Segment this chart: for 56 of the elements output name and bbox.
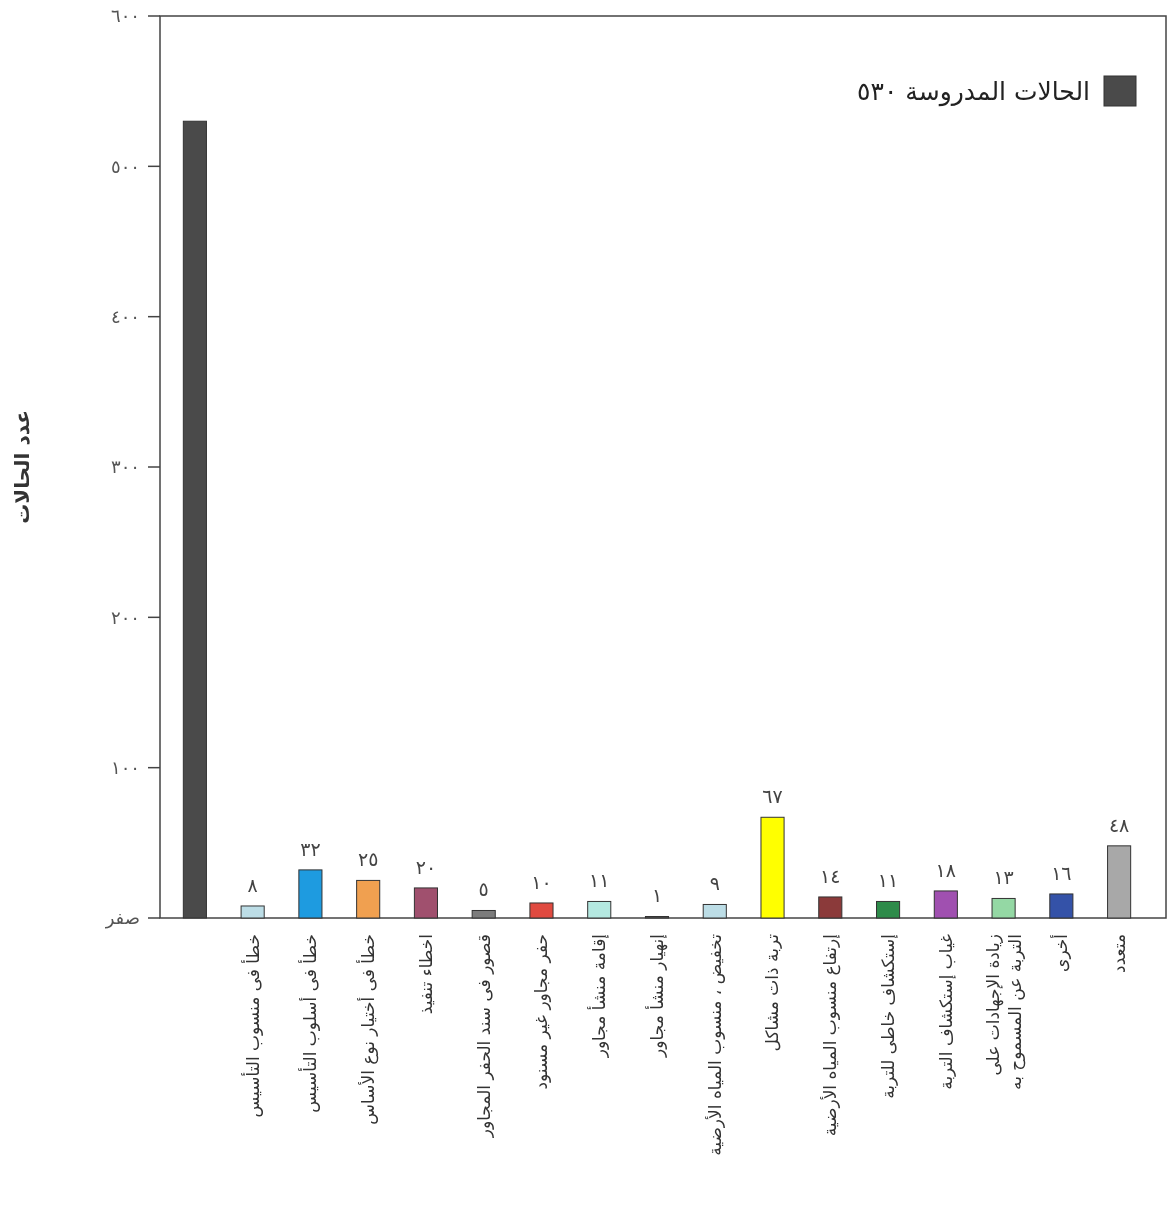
x-tick-label: إنهيار منشأ مجاور bbox=[644, 934, 668, 1058]
data-label: ١٣ bbox=[993, 866, 1014, 889]
x-tick-label: متعدد bbox=[1109, 934, 1130, 973]
bar bbox=[240, 905, 265, 919]
y-tick-label: ٢٠٠ bbox=[110, 606, 140, 628]
y-tick-label: ٤٠٠ bbox=[110, 305, 140, 327]
data-label: ٨ bbox=[247, 873, 258, 896]
legend-label: الحالات المدروسة ٥٣٠ bbox=[857, 76, 1090, 107]
x-tick-label: غياب إستكشاف التربة bbox=[935, 933, 956, 1090]
x-tick-label: حفر مجاور غير مسنود bbox=[531, 934, 552, 1090]
x-tick-label: خطأ فى أسلوب التأسيس bbox=[298, 934, 321, 1113]
x-tick-label: تخفيض ، منسوب المياه الأرضية bbox=[704, 933, 725, 1156]
bar bbox=[1107, 845, 1132, 919]
bar bbox=[471, 909, 496, 919]
bar bbox=[991, 897, 1016, 919]
bar bbox=[356, 879, 381, 919]
bar bbox=[702, 903, 727, 919]
bar bbox=[413, 887, 438, 919]
bar bbox=[529, 902, 554, 919]
bar bbox=[818, 896, 843, 919]
y-tick-label: ٥٠٠ bbox=[110, 155, 140, 177]
data-label: ٢٥ bbox=[357, 848, 379, 871]
bar bbox=[587, 900, 612, 919]
data-label: ٣٢ bbox=[300, 837, 321, 860]
data-label: ١١ bbox=[589, 869, 610, 892]
x-tick-label: اخطاء تنفيذ bbox=[415, 934, 436, 1015]
bar bbox=[1049, 893, 1074, 919]
data-label: ٤٨ bbox=[1108, 813, 1130, 836]
data-label: ١١ bbox=[877, 869, 899, 892]
y-tick-label: ١٠٠ bbox=[110, 756, 140, 778]
x-tick-label: أخرى bbox=[1050, 934, 1072, 972]
data-label: ٩ bbox=[709, 872, 720, 895]
data-label: ٥ bbox=[478, 878, 489, 901]
data-label: ١٠ bbox=[531, 870, 552, 893]
data-label: ١٨ bbox=[935, 858, 957, 881]
data-label: ٢٠ bbox=[415, 855, 437, 878]
x-tick-label: قصور فى سند الحفر المجاور bbox=[473, 934, 494, 1139]
y-axis-title: عدد الحالات bbox=[10, 410, 34, 524]
data-label: ٦٧ bbox=[762, 785, 783, 808]
x-tick-label: إستكشاف خاطى للتربة bbox=[878, 934, 899, 1099]
x-tick-label: تربة ذات مشاكل bbox=[762, 933, 783, 1052]
data-label: ١٤ bbox=[820, 864, 841, 887]
x-tick-label: إقامة منشأ مجاور bbox=[587, 934, 610, 1059]
x-tick-label: زيادة الإجهادات على التربة عن المسموح به bbox=[982, 934, 1026, 1090]
bar bbox=[298, 869, 323, 919]
data-label: ١٦ bbox=[1051, 861, 1072, 884]
bar bbox=[876, 900, 901, 919]
bar bbox=[933, 890, 958, 919]
y-tick-label: ٣٠٠ bbox=[110, 456, 140, 478]
x-tick-label: خطأ فى منسوب التأسيس bbox=[240, 934, 263, 1118]
bar bbox=[760, 816, 785, 919]
x-tick-label: خطأ فى أختيار نوع الأساس bbox=[356, 934, 380, 1125]
x-tick-label: إرتفاع منسوب المياه الأرضية bbox=[820, 934, 842, 1137]
y-tick-label: ٦٠٠ bbox=[110, 5, 140, 27]
y-tick-label: صفر bbox=[104, 907, 140, 930]
data-label: ١ bbox=[651, 884, 663, 907]
